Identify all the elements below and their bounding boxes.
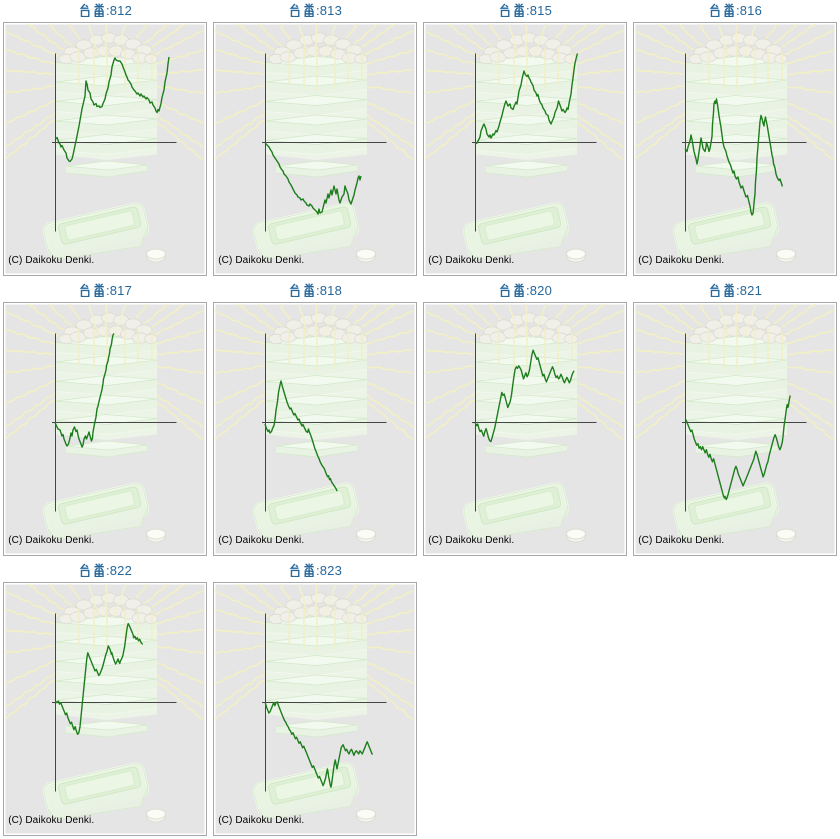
svg-text:(C) Daikoku Denki.: (C) Daikoku Denki. [428,535,514,546]
svg-text:(C) Daikoku Denki.: (C) Daikoku Denki. [638,255,724,266]
svg-text:(C) Daikoku Denki.: (C) Daikoku Denki. [428,255,514,266]
svg-text:(C) Daikoku Denki.: (C) Daikoku Denki. [218,255,304,266]
svg-text:(C) Daikoku Denki.: (C) Daikoku Denki. [638,535,724,546]
svg-text:(C) Daikoku Denki.: (C) Daikoku Denki. [8,255,94,266]
svg-text:(C) Daikoku Denki.: (C) Daikoku Denki. [218,535,304,546]
svg-text:(C) Daikoku Denki.: (C) Daikoku Denki. [218,815,304,826]
svg-text:(C) Daikoku Denki.: (C) Daikoku Denki. [8,535,94,546]
svg-text:(C) Daikoku Denki.: (C) Daikoku Denki. [8,815,94,826]
